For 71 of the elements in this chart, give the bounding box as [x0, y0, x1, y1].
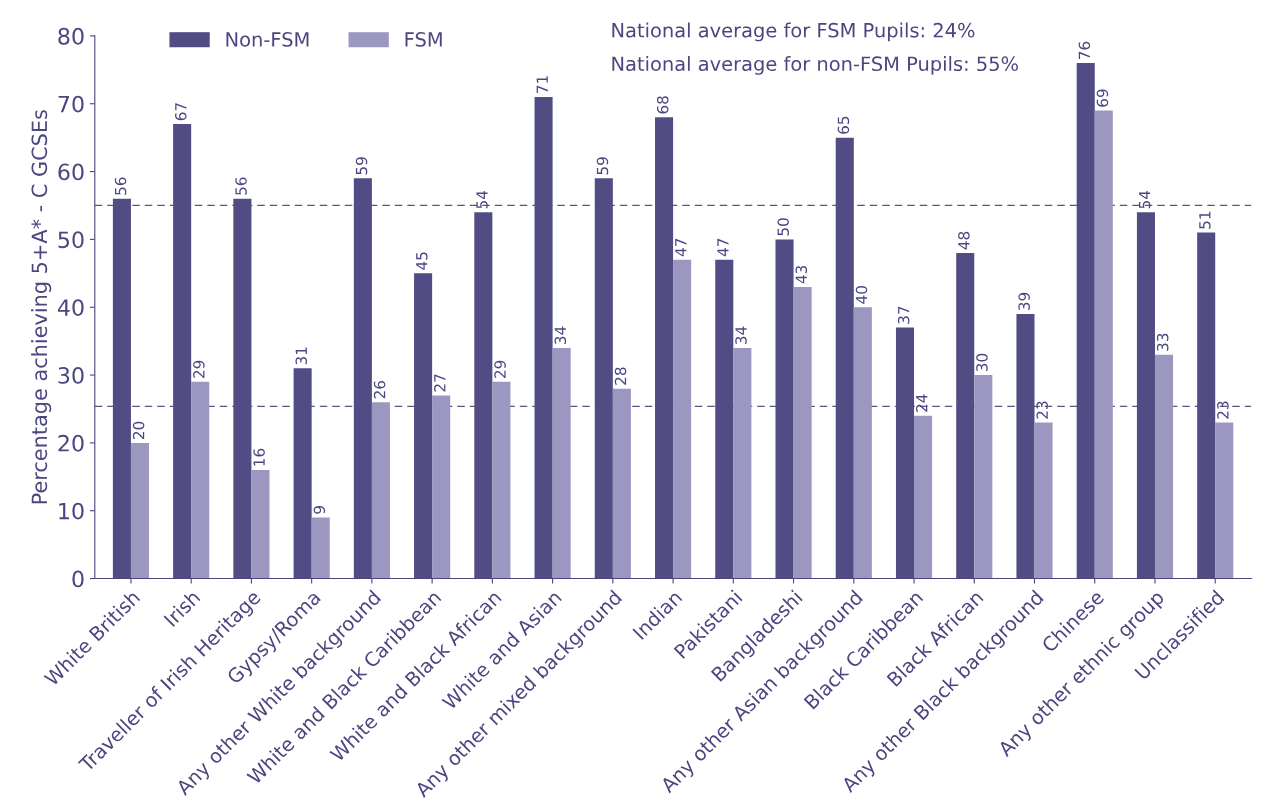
bar [612, 388, 631, 579]
bar [1034, 422, 1053, 579]
data-label: 54 [1139, 190, 1151, 209]
data-label: 67 [175, 103, 187, 121]
y-tick-label: 60 [58, 163, 84, 181]
data-label: 27 [434, 374, 446, 392]
data-label: 26 [373, 380, 386, 399]
data-label: 68 [656, 96, 669, 114]
data-label: 47 [675, 238, 687, 257]
bar [552, 347, 571, 579]
bar [1215, 422, 1234, 579]
bar [733, 347, 752, 579]
data-label: 45 [416, 252, 428, 270]
bar [130, 442, 150, 579]
bar [191, 381, 210, 579]
data-label: 40 [855, 286, 868, 304]
data-label: 16 [253, 448, 265, 466]
data-label: 65 [837, 116, 850, 134]
y-tick-label: 70 [58, 95, 84, 113]
data-label: 59 [355, 157, 368, 175]
data-label: 47 [717, 238, 729, 257]
data-label: 29 [193, 360, 205, 378]
bar [492, 381, 511, 579]
data-label: 69 [1096, 89, 1109, 107]
bar [914, 415, 933, 579]
y-tick-label: 10 [59, 502, 84, 520]
data-label: 59 [596, 157, 609, 175]
y-tick-label: 40 [57, 299, 84, 316]
data-label: 34 [735, 326, 747, 344]
bar [974, 375, 993, 579]
bar [853, 307, 872, 579]
data-label: 51 [1199, 211, 1211, 229]
y-tick-label: 80 [58, 27, 84, 45]
bar [1094, 110, 1113, 579]
y-tick-label: 30 [58, 367, 84, 384]
legend-label: Non-FSM [226, 32, 309, 47]
data-label: 71 [536, 76, 548, 93]
bar [673, 259, 692, 579]
data-label: 50 [777, 218, 789, 236]
data-label: 43 [795, 265, 808, 284]
data-label: 39 [1018, 292, 1030, 311]
data-label: 31 [295, 347, 308, 365]
data-label: 28 [614, 367, 627, 385]
bar [251, 470, 270, 579]
data-label: 29 [494, 360, 506, 378]
y-tick-label: 20 [58, 434, 84, 452]
data-label: 23 [1036, 401, 1048, 419]
annotation: National average for FSM Pupils: 24% [612, 22, 975, 42]
data-label: 48 [958, 231, 970, 250]
y-tick-label: 0 [72, 570, 84, 588]
data-label: 24 [915, 394, 928, 412]
data-label: 33 [1156, 333, 1169, 351]
data-label: 34 [554, 326, 567, 344]
data-label: 76 [1078, 41, 1091, 60]
legend-label: FSM [405, 32, 442, 47]
bar [793, 286, 812, 579]
data-label: 56 [235, 177, 247, 195]
data-label: 9 [313, 506, 326, 514]
y-axis-title: Percentage achieving 5+A* - C GCSEs [31, 110, 52, 504]
y-tick-label: 50 [58, 231, 84, 249]
data-label: 20 [132, 421, 145, 439]
data-label: 56 [114, 177, 127, 195]
bar [371, 402, 390, 579]
data-label: 23 [1217, 401, 1229, 419]
annotation: National average for non-FSM Pupils: 55% [612, 56, 1018, 75]
data-label: 54 [476, 190, 488, 209]
data-label: 30 [976, 353, 988, 372]
data-label: 37 [897, 306, 910, 324]
bar [1154, 354, 1174, 579]
bar [432, 395, 451, 579]
bar [311, 517, 330, 579]
